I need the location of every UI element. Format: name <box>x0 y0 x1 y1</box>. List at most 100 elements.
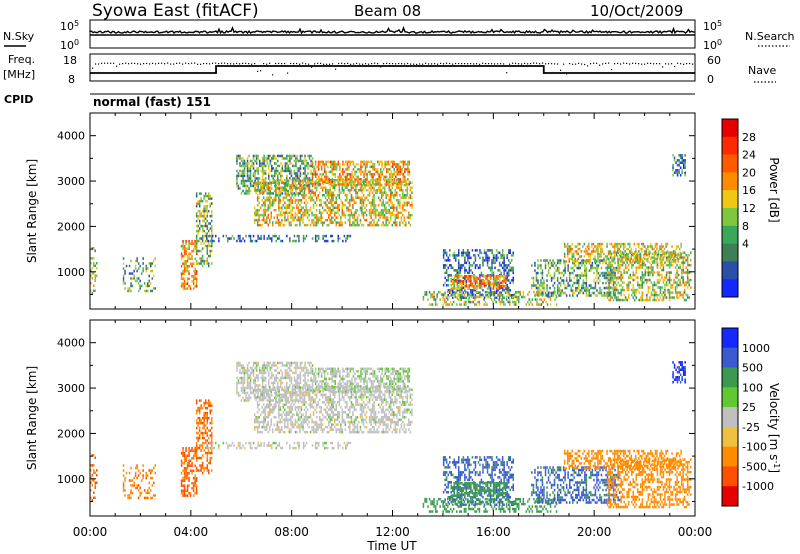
power-cell <box>670 296 672 299</box>
velocity-cell <box>185 489 187 492</box>
power-cell <box>355 196 357 199</box>
power-cell <box>256 189 259 192</box>
power-cell <box>203 217 205 220</box>
power-cell <box>602 274 604 277</box>
power-cell <box>296 204 298 207</box>
nsky-line <box>89 25 695 35</box>
power-cell <box>295 157 297 160</box>
power-cell <box>399 160 402 164</box>
power-cell <box>376 160 379 164</box>
power-cell <box>492 282 495 285</box>
power-cell <box>511 269 513 272</box>
power-cell <box>228 237 231 240</box>
power-cell <box>267 216 269 219</box>
power-cell <box>568 252 570 256</box>
power-cell <box>311 184 314 188</box>
power-cell <box>328 194 330 197</box>
nave-point <box>284 62 286 65</box>
power-cell <box>501 254 504 257</box>
power-cell <box>332 221 334 224</box>
power-cell <box>289 167 291 170</box>
power-cell <box>195 234 198 238</box>
velocity-cell <box>186 484 189 487</box>
power-cell <box>569 294 571 297</box>
power-cell <box>239 154 241 158</box>
power-cell <box>455 254 457 257</box>
power-cell <box>314 170 317 174</box>
power-cell <box>565 294 568 297</box>
nave-point <box>290 62 292 65</box>
power-cell <box>346 175 349 179</box>
power-cell <box>209 202 211 205</box>
power-cell <box>686 253 689 257</box>
power-cell <box>211 197 213 200</box>
power-cell <box>684 159 686 162</box>
power-cell <box>389 175 391 179</box>
power-cell <box>638 298 640 302</box>
power-cell <box>680 255 682 258</box>
power-cell <box>182 240 184 243</box>
power-colorbar-tick-label: 28 <box>742 131 756 144</box>
power-cell <box>561 291 563 295</box>
power-cell <box>660 255 663 258</box>
power-cell <box>334 175 336 179</box>
velocity-cell <box>124 489 126 492</box>
power-cell <box>609 266 612 269</box>
power-cell <box>578 279 580 282</box>
power-cell <box>376 180 379 184</box>
power-cell <box>646 293 648 297</box>
power-cell <box>198 229 201 233</box>
power-cell <box>668 288 671 292</box>
power-cell <box>153 287 155 290</box>
power-cell <box>290 184 292 187</box>
power-cell <box>679 263 681 267</box>
power-cell <box>189 252 192 255</box>
power-cell <box>278 209 280 212</box>
nave-point <box>128 63 130 65</box>
power-cell <box>654 245 657 248</box>
power-cell <box>592 250 595 253</box>
power-cell <box>134 267 137 270</box>
power-cell <box>200 197 202 200</box>
power-cell <box>635 291 637 294</box>
power-cell <box>552 276 554 280</box>
power-cell <box>338 204 341 207</box>
power-cell <box>465 290 467 294</box>
power-cell <box>382 216 384 219</box>
power-cell <box>542 300 544 304</box>
power-cell <box>350 209 353 212</box>
power-cell <box>608 273 610 277</box>
power-cell <box>606 296 609 299</box>
power-cell <box>195 259 198 263</box>
power-cell <box>293 184 296 188</box>
power-cell <box>456 287 458 290</box>
power-cell <box>641 250 643 253</box>
power-cell <box>323 178 326 181</box>
power-cell <box>575 289 577 292</box>
power-cell <box>270 201 272 204</box>
power-cell <box>256 196 259 199</box>
power-cell <box>643 273 645 277</box>
power-cell <box>465 275 468 278</box>
power-cell <box>620 293 622 297</box>
power-cell <box>459 298 461 301</box>
power-cell <box>474 264 477 267</box>
power-cell <box>609 250 611 253</box>
power-cell <box>371 211 374 214</box>
power-cell <box>364 163 367 166</box>
power-colorbar-swatch <box>722 119 738 138</box>
power-cell <box>630 257 632 261</box>
power-cell <box>329 179 331 182</box>
velocity-cell <box>91 479 93 482</box>
power-cell <box>279 206 282 209</box>
power-cell <box>678 171 680 174</box>
nave-point <box>614 63 616 65</box>
power-cell <box>266 162 268 165</box>
power-cell <box>382 221 384 224</box>
velocity-cell <box>186 474 189 477</box>
power-cell <box>485 251 487 255</box>
power-cell <box>255 218 257 222</box>
power-cell <box>512 300 514 304</box>
power-cell <box>293 206 295 209</box>
power-cell <box>186 267 189 270</box>
